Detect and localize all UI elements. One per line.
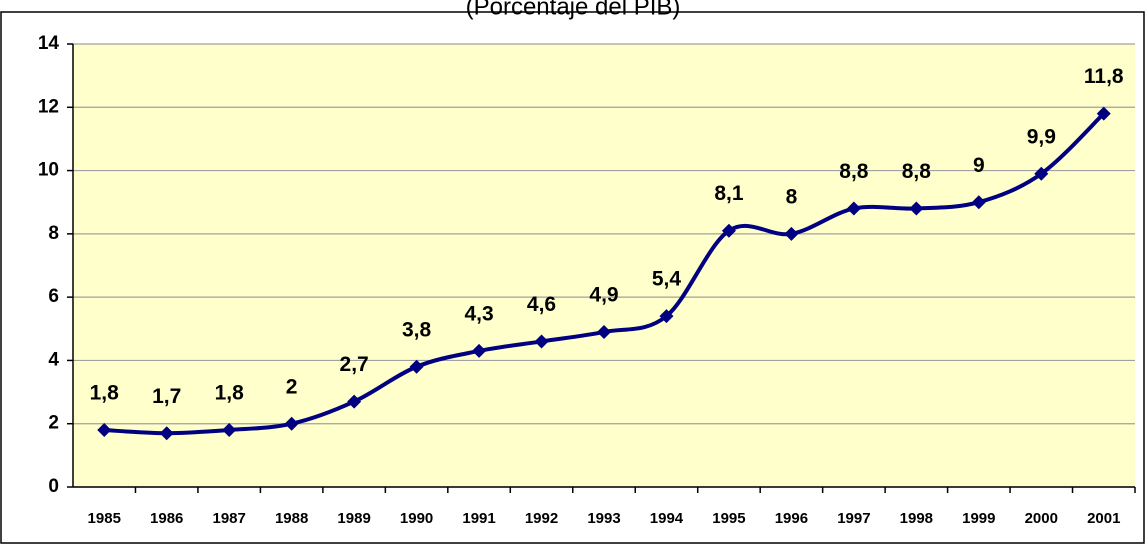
x-tick-label: 2000 — [1025, 510, 1058, 527]
data-label: 4,9 — [589, 283, 618, 306]
point-marker — [659, 309, 674, 324]
y-tick-label: 0 — [48, 476, 59, 497]
point-marker — [534, 334, 549, 349]
x-tick-label: 1988 — [275, 510, 308, 527]
point-marker — [284, 416, 299, 431]
data-label: 11,8 — [1084, 65, 1124, 88]
y-tick-label: 12 — [38, 96, 59, 117]
data-label: 8 — [786, 185, 798, 208]
x-tick-label: 1999 — [962, 510, 995, 527]
point-marker — [721, 223, 736, 238]
point-marker — [597, 324, 611, 339]
point-marker — [1034, 166, 1049, 181]
data-label: 1,7 — [152, 385, 181, 408]
data-label: 8,8 — [902, 160, 932, 183]
y-tick-label: 2 — [48, 413, 59, 434]
chart-subtitle: (Porcentaje del PIB) — [466, 0, 681, 20]
x-tick-label: 1995 — [712, 510, 745, 527]
point-marker — [347, 394, 362, 409]
y-tick-label: 4 — [48, 349, 59, 370]
x-tick-label: 1990 — [400, 510, 433, 527]
y-tick-label: 6 — [48, 286, 59, 307]
data-label: 9,9 — [1027, 125, 1056, 148]
x-tick-label: 1991 — [462, 510, 495, 527]
y-tick-label: 8 — [48, 223, 59, 244]
data-label: 1,8 — [215, 382, 245, 405]
x-tick-label: 1987 — [212, 510, 245, 527]
point-marker — [1096, 106, 1111, 121]
x-tick-label: 1985 — [88, 510, 121, 527]
data-label: 8,8 — [839, 160, 869, 183]
x-tick-label: 1989 — [337, 510, 370, 527]
x-tick-label: 1994 — [650, 510, 684, 527]
x-tick-label: 2001 — [1087, 510, 1120, 527]
point-marker — [909, 201, 924, 216]
data-label: 9 — [973, 154, 985, 177]
x-tick-label: 1986 — [150, 510, 183, 527]
point-marker — [784, 226, 799, 241]
x-tick-label: 1996 — [775, 510, 808, 527]
data-label: 4,6 — [527, 293, 556, 316]
data-label: 4,3 — [464, 302, 493, 325]
plot-area — [73, 44, 1135, 487]
data-label: 2,7 — [340, 353, 369, 376]
x-tick-label: 1997 — [837, 510, 870, 527]
point-marker — [97, 423, 112, 438]
point-marker — [971, 195, 986, 210]
y-tick-label: 10 — [38, 160, 59, 181]
y-tick-label: 14 — [38, 33, 60, 54]
point-marker — [159, 426, 174, 441]
point-marker — [409, 359, 424, 374]
data-label: 8,1 — [714, 182, 744, 205]
x-tick-label: 1998 — [900, 510, 933, 527]
point-marker — [846, 201, 861, 216]
x-tick-label: 1992 — [525, 510, 558, 527]
point-marker — [222, 423, 237, 438]
data-label: 5,4 — [652, 268, 682, 291]
data-label: 3,8 — [402, 318, 432, 341]
point-marker — [472, 343, 487, 358]
x-tick-label: 1993 — [587, 510, 620, 527]
data-label: 2 — [286, 375, 298, 398]
data-label: 1,8 — [90, 382, 120, 405]
